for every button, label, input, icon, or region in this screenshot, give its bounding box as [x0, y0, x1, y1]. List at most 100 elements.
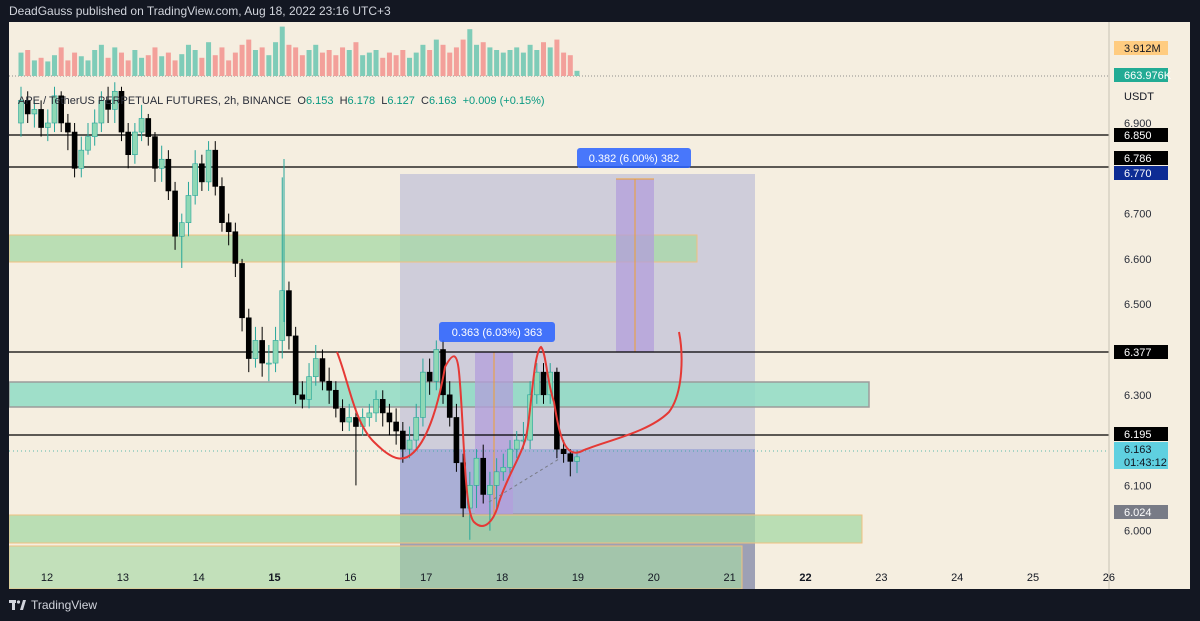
- legend-symbol[interactable]: APE / TetherUS PERPETUAL FUTURES, 2h, BI…: [18, 95, 292, 107]
- candle-body: [433, 349, 440, 382]
- price-badge-label: 6.786: [1124, 153, 1152, 165]
- price-badge-label: 6.770: [1124, 168, 1152, 180]
- candle-body: [199, 163, 205, 183]
- volume-bar: [299, 55, 305, 76]
- measure-label-large: 0.382 (6.00%) 382: [589, 153, 680, 165]
- candle-body: [480, 457, 487, 495]
- candle-body: [18, 100, 24, 124]
- demand-zone-upper[interactable]: [8, 234, 698, 263]
- candle-body: [286, 290, 292, 337]
- volume-bar: [340, 47, 346, 76]
- volume-bar: [152, 47, 158, 76]
- candle-body: [111, 90, 118, 110]
- volume-bar: [31, 60, 37, 76]
- volume-bar: [199, 57, 205, 76]
- volume-bar: [393, 55, 399, 76]
- candle-body: [31, 109, 38, 115]
- price-badge-bg: [1114, 505, 1168, 519]
- cup-handle-drawing[interactable]: [336, 331, 683, 527]
- candle-body: [554, 371, 560, 450]
- volume-bar: [447, 52, 453, 76]
- volume-bar: [125, 60, 131, 76]
- volume-bar: [527, 44, 533, 76]
- candle-body: [232, 231, 239, 264]
- volume-bar: [286, 44, 292, 76]
- attribution-text: DeadGauss published on TradingView.com, …: [9, 4, 391, 18]
- symbol-legend: APE / TetherUS PERPETUAL FUTURES, 2h, BI…: [18, 95, 545, 107]
- legend-low-label: L: [381, 95, 388, 107]
- time-tick-label: 23: [875, 572, 887, 584]
- price-axis[interactable]: [1109, 22, 1190, 589]
- candle-body: [205, 149, 212, 183]
- volume-bar: [353, 42, 359, 76]
- price-badge-bg: [1114, 442, 1168, 456]
- legend-high: 6.178: [347, 95, 376, 107]
- candle-body: [279, 290, 286, 341]
- volume-bar: [192, 50, 198, 76]
- chart-svg[interactable]: 0.363 (6.03%) 363 0.382 (6.00%) 382 USDT…: [8, 22, 1190, 590]
- candle-body: [306, 376, 312, 400]
- candle-body: [507, 448, 513, 468]
- volume-bar: [206, 42, 212, 76]
- chart-area[interactable]: 0.363 (6.03%) 363 0.382 (6.00%) 382 USDT…: [8, 22, 1190, 590]
- time-tick-label: 24: [951, 572, 963, 584]
- demand-zone-bottom[interactable]: [8, 545, 743, 590]
- trend-dashed-line[interactable]: [488, 458, 560, 503]
- volume-bar: [306, 50, 312, 76]
- tradingview-brand[interactable]: TradingView: [9, 598, 97, 612]
- candle-body: [219, 186, 225, 223]
- volume-bar: [373, 50, 379, 76]
- candle-body: [353, 417, 359, 427]
- volume-bar: [85, 60, 91, 76]
- legend-low: 6.127: [387, 95, 415, 107]
- volume-bar: [500, 52, 506, 76]
- candle-body: [319, 358, 326, 382]
- candle-body: [172, 190, 178, 237]
- price-badge-bg: [1114, 128, 1168, 142]
- candle-body: [440, 349, 446, 396]
- candle-body: [51, 95, 58, 124]
- volume-bar: [92, 50, 98, 76]
- volume-bar: [165, 52, 171, 76]
- volume-bar: [239, 44, 245, 76]
- candle-body: [540, 371, 547, 396]
- candle-body: [24, 100, 31, 115]
- price-badge-label: 6.024: [1124, 507, 1152, 519]
- volume-bar: [561, 52, 567, 76]
- price-badge-label: 3.912M: [1124, 43, 1161, 55]
- volume-bar: [45, 61, 51, 76]
- candle-body: [373, 399, 379, 414]
- volume-bar: [360, 55, 366, 76]
- time-axis: 12 13 14 15 16 17 18 19 20 21 22 23 24 25 26: [41, 572, 1115, 584]
- candle-body: [138, 118, 145, 133]
- volume-bar: [346, 50, 352, 76]
- volume-bar: [514, 47, 520, 76]
- candle-body: [125, 131, 131, 156]
- volume-bar: [433, 39, 439, 76]
- candle-body: [406, 439, 413, 450]
- legend-open: 6.153: [305, 95, 334, 107]
- volume-bar: [366, 52, 372, 76]
- volume-bar: [313, 44, 319, 76]
- measure-label-small: 0.363 (6.03%) 363: [452, 327, 543, 339]
- volume-bar: [520, 52, 526, 76]
- demand-zone-lower[interactable]: [8, 514, 863, 544]
- candle-body: [132, 131, 138, 156]
- volume-bar: [25, 50, 31, 76]
- volume-bar: [118, 52, 124, 76]
- candle-body: [513, 439, 520, 450]
- volume-bar: [507, 50, 513, 76]
- volume-bar: [226, 60, 232, 76]
- volume-bar: [273, 42, 279, 76]
- price-badge-label: 6.377: [1124, 347, 1152, 359]
- volume-bar: [554, 39, 560, 76]
- candle-body: [333, 389, 339, 409]
- candle-body: [152, 136, 158, 169]
- footer-brand-text: TradingView: [31, 598, 98, 612]
- candle-body: [105, 100, 111, 110]
- candle-body: [165, 158, 172, 192]
- volume-layer: [18, 26, 580, 77]
- legend-open-label: O: [297, 95, 306, 107]
- volume-bar: [18, 52, 24, 76]
- time-tick-label: 19: [572, 572, 584, 584]
